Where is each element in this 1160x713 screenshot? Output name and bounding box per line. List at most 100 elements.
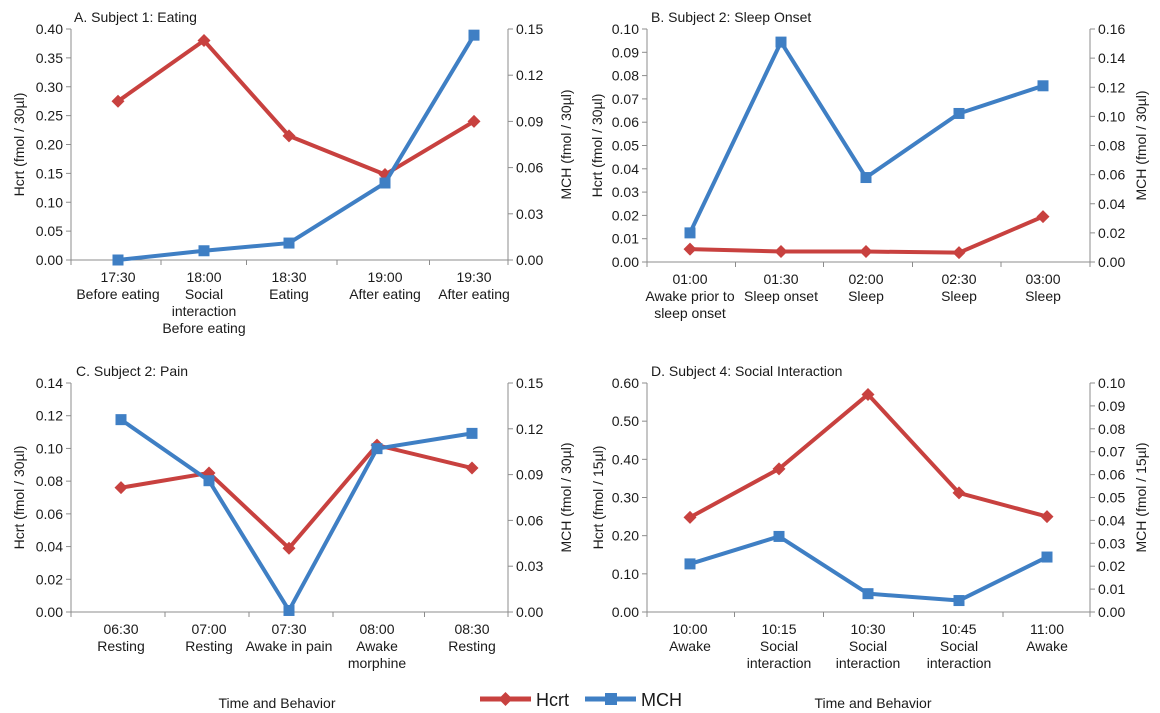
legend-mch-square-icon bbox=[605, 693, 617, 705]
panel-d-title: D. Subject 4: Social Interaction bbox=[651, 363, 842, 379]
panel-a-left-tick-label: 0.40 bbox=[36, 21, 63, 37]
panel-a-right-tick-label: 0.15 bbox=[516, 21, 543, 37]
panel-b-left-tick-label: 0.10 bbox=[612, 21, 639, 37]
panel-d-left-tick-label: 0.40 bbox=[612, 451, 639, 467]
panel-d-right-tick-label: 0.10 bbox=[1098, 375, 1125, 391]
panel-a-right-tick-label: 0.12 bbox=[516, 67, 543, 83]
panel-b-left-tick-label: 0.05 bbox=[612, 138, 639, 154]
panel-d-x-tick-label-10-30: 10:30 Social interaction bbox=[836, 621, 901, 671]
panel-b-left-tick-label: 0.07 bbox=[612, 91, 639, 107]
panel-b-right-tick-label: 0.02 bbox=[1098, 225, 1125, 241]
panel-a-right-tick-label: 0.00 bbox=[516, 252, 543, 268]
panel-c-x-tick-label-08-30: 08:30 Resting bbox=[448, 621, 495, 654]
panel-a-right-tick-label: 0.03 bbox=[516, 206, 543, 222]
panel-a-hcrt-point-1 bbox=[111, 94, 125, 108]
panel-c-title: C. Subject 2: Pain bbox=[76, 363, 188, 379]
panel-d-hcrt-point-2 bbox=[772, 462, 786, 476]
panel-d-mch-point-5 bbox=[1041, 551, 1053, 563]
panel-d-right-tick-label: 0.03 bbox=[1098, 535, 1125, 551]
panel-a-hcrt-point-3 bbox=[282, 129, 296, 143]
panel-a-mch-point-3 bbox=[283, 237, 295, 249]
panel-a-mch-line bbox=[117, 34, 476, 262]
panel-d-x-tick-label-10-15: 10:15 Social interaction bbox=[747, 621, 812, 671]
panel-c-mch-point-5 bbox=[466, 427, 478, 439]
panel-c-mch-point-3 bbox=[283, 604, 295, 616]
panel-d-left-tick-label: 0.00 bbox=[612, 604, 639, 620]
panel-a-mch-point-2 bbox=[198, 245, 210, 257]
panel-b-mch-point-5 bbox=[1037, 80, 1049, 92]
panel-c-mch-point-1 bbox=[115, 414, 127, 426]
panel-b-hcrt-point-2 bbox=[774, 245, 788, 259]
panel-d-right-tick-label: 0.00 bbox=[1098, 604, 1125, 620]
panel-d-right-tick-label: 0.06 bbox=[1098, 467, 1125, 483]
panel-c-left-tick-label: 0.14 bbox=[36, 375, 63, 391]
panel-b-hcrt-point-4 bbox=[952, 246, 966, 260]
panel-c-right-tick-label: 0.06 bbox=[516, 512, 543, 528]
panel-b-left-tick-label: 0.04 bbox=[612, 161, 639, 177]
panel-a-x-tick-label-17-30: 17:30 Before eating bbox=[76, 269, 159, 302]
panel-d-hcrt-point-5 bbox=[1040, 510, 1054, 524]
panel-c-hcrt-point-5 bbox=[465, 461, 479, 475]
panel-c-x-tick-label-07-00: 07:00 Resting bbox=[185, 621, 232, 654]
panel-d-hcrt-point-4 bbox=[952, 486, 966, 500]
panel-a-left-tick-label: 0.20 bbox=[36, 137, 63, 153]
panel-c-left-tick-label: 0.08 bbox=[36, 473, 63, 489]
panel-d-x-tick-label-10-00: 10:00 Awake bbox=[669, 621, 711, 654]
panel-b-mch-point-3 bbox=[860, 172, 872, 184]
panel-c-right-tick-label: 0.15 bbox=[516, 375, 543, 391]
panel-a-left-tick-label: 0.10 bbox=[36, 194, 63, 210]
panel-d-mch-point-4 bbox=[953, 595, 965, 607]
panel-a-title: A. Subject 1: Eating bbox=[74, 9, 197, 25]
panel-d-mch-point-2 bbox=[773, 530, 785, 542]
legend-hcrt-diamond-icon bbox=[498, 692, 513, 706]
panel-b-mch-point-2 bbox=[775, 36, 787, 48]
panel-b-x-tick-label-02-30: 02:30 Sleep bbox=[941, 271, 977, 304]
panel-d-mch-point-1 bbox=[684, 558, 696, 570]
panel-a-hcrt-point-2 bbox=[197, 34, 211, 48]
panel-d-hcrt-point-1 bbox=[683, 510, 697, 524]
footer: Time and Behavior Time and Behavior bbox=[219, 695, 932, 711]
panel-b-right-tick-label: 0.00 bbox=[1098, 254, 1125, 270]
panel-d-right-tick-label: 0.04 bbox=[1098, 512, 1125, 528]
footer-left-label: Time and Behavior bbox=[219, 695, 336, 711]
panel-d-right-tick-label: 0.05 bbox=[1098, 490, 1125, 506]
panel-a-x-tick-label-19-00: 19:00 After eating bbox=[349, 269, 421, 302]
panel-a-mch-point-4 bbox=[379, 177, 391, 189]
panel-a-right-tick-label: 0.09 bbox=[516, 113, 543, 129]
legend: Hcrt MCH bbox=[480, 690, 682, 710]
panel-a-x-tick-label-18-30: 18:30 Eating bbox=[269, 269, 309, 302]
panel-a-right-tick-label: 0.06 bbox=[516, 160, 543, 176]
panel-c-left-axis-title: Hcrt (fmol / 30µl) bbox=[11, 446, 27, 550]
legend-hcrt-label: Hcrt bbox=[536, 690, 569, 710]
panel-c-hcrt-point-1 bbox=[114, 481, 128, 495]
panel-b-right-tick-label: 0.08 bbox=[1098, 138, 1125, 154]
panel-d-right-axis-title: MCH (fmol / 15µl) bbox=[1133, 443, 1149, 553]
panel-c-mch-point-2 bbox=[203, 475, 215, 487]
panel-c-right-tick-label: 0.09 bbox=[516, 467, 543, 483]
panel-c-left-tick-label: 0.00 bbox=[36, 604, 63, 620]
panel-c-left-tick-label: 0.02 bbox=[36, 571, 63, 587]
panel-b-hcrt-point-5 bbox=[1036, 210, 1050, 224]
panel-c-left-tick-label: 0.10 bbox=[36, 440, 63, 456]
panel-d: D. Subject 4: Social Interaction 0.00 0.10… bbox=[590, 363, 1149, 671]
panel-a-mch-point-5 bbox=[468, 29, 480, 41]
panel-c-hcrt-line bbox=[120, 443, 473, 551]
panel-c: C. Subject 2: Pain 0.00 0.02 0.04 0.06 0.08 0.… bbox=[11, 363, 574, 671]
panel-d-left-tick-label: 0.30 bbox=[612, 490, 639, 506]
panel-b-mch-point-1 bbox=[684, 227, 696, 239]
panel-d-x-tick-label-10-45: 10:45 Social interaction bbox=[927, 621, 992, 671]
panel-b-right-tick-label: 0.14 bbox=[1098, 50, 1125, 66]
panel-c-right-tick-label: 0.03 bbox=[516, 558, 543, 574]
panel-d-left-tick-label: 0.50 bbox=[612, 413, 639, 429]
panel-b-x-tick-label-01-00: 01:00 Awake prior to sleep onset bbox=[645, 271, 734, 321]
panel-b-left-tick-label: 0.00 bbox=[612, 254, 639, 270]
panel-a-left-tick-label: 0.30 bbox=[36, 79, 63, 95]
panel-a-x-tick-label-19-30: 19:30 After eating bbox=[438, 269, 510, 302]
panel-d-left-tick-label: 0.10 bbox=[612, 566, 639, 582]
panel-c-x-tick-label-08-00: 08:00 Awake morphine bbox=[348, 621, 407, 671]
panel-d-left-axis-title: Hcrt (fmol / 15µl) bbox=[590, 446, 606, 550]
panel-d-right-tick-label: 0.08 bbox=[1098, 421, 1125, 437]
panel-b-right-axis-title: MCH (fmol / 30µl) bbox=[1133, 91, 1149, 201]
panel-c-left-tick-label: 0.04 bbox=[36, 539, 63, 555]
